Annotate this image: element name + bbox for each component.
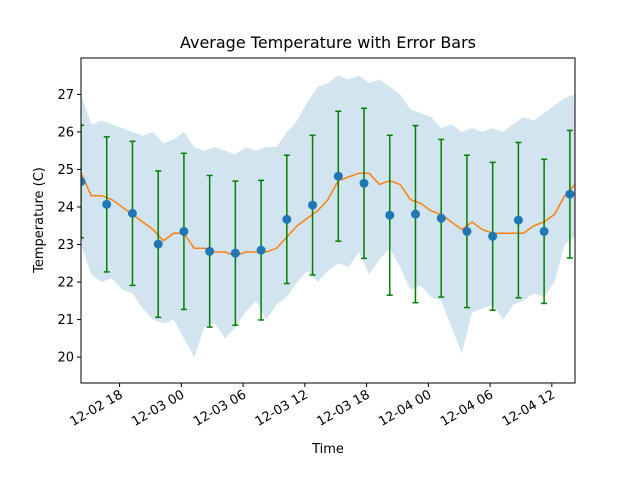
marker: [410, 209, 420, 219]
marker: [102, 199, 112, 209]
marker: [565, 189, 575, 199]
x-axis-label: Time: [311, 442, 344, 457]
marker: [462, 226, 472, 236]
y-tick-label: 23: [57, 238, 74, 253]
y-axis-label: Temperature (C): [32, 167, 47, 274]
marker: [436, 213, 446, 223]
x-tick-label: 12-04 12: [500, 387, 558, 429]
marker: [205, 246, 215, 256]
y-tick-label: 25: [57, 163, 74, 178]
y-tick-label: 21: [57, 313, 74, 328]
error-band: [81, 75, 575, 358]
marker: [488, 231, 498, 241]
marker: [333, 171, 343, 181]
error-bar: [81, 124, 84, 239]
marker: [385, 210, 395, 220]
marker: [282, 214, 292, 224]
marker: [81, 176, 86, 186]
x-tick-label: 12-03 12: [253, 387, 311, 429]
y-tick-label: 27: [57, 88, 74, 103]
marker: [127, 208, 137, 218]
plot-frame: [80, 57, 576, 384]
marker: [153, 239, 163, 249]
marker: [359, 178, 369, 188]
x-tick-label: 12-02 18: [67, 387, 125, 429]
marker: [179, 226, 189, 236]
x-tick-label: 12-03 06: [191, 387, 249, 429]
marker: [256, 245, 266, 255]
x-tick-label: 12-03 00: [129, 387, 187, 429]
y-tick-label: 22: [57, 276, 74, 291]
marker: [308, 200, 318, 210]
y-tick-label: 20: [57, 351, 74, 366]
y-tick-label: 24: [57, 200, 74, 215]
x-tick-label: 12-04 06: [438, 387, 496, 429]
chart-title: Average Temperature with Error Bars: [180, 33, 476, 52]
x-tick-label: 12-03 18: [314, 387, 372, 429]
marker: [513, 215, 523, 225]
y-tick-label: 26: [57, 125, 74, 140]
x-tick-label: 12-04 00: [376, 387, 434, 429]
marker: [539, 226, 549, 236]
marker: [230, 248, 240, 258]
